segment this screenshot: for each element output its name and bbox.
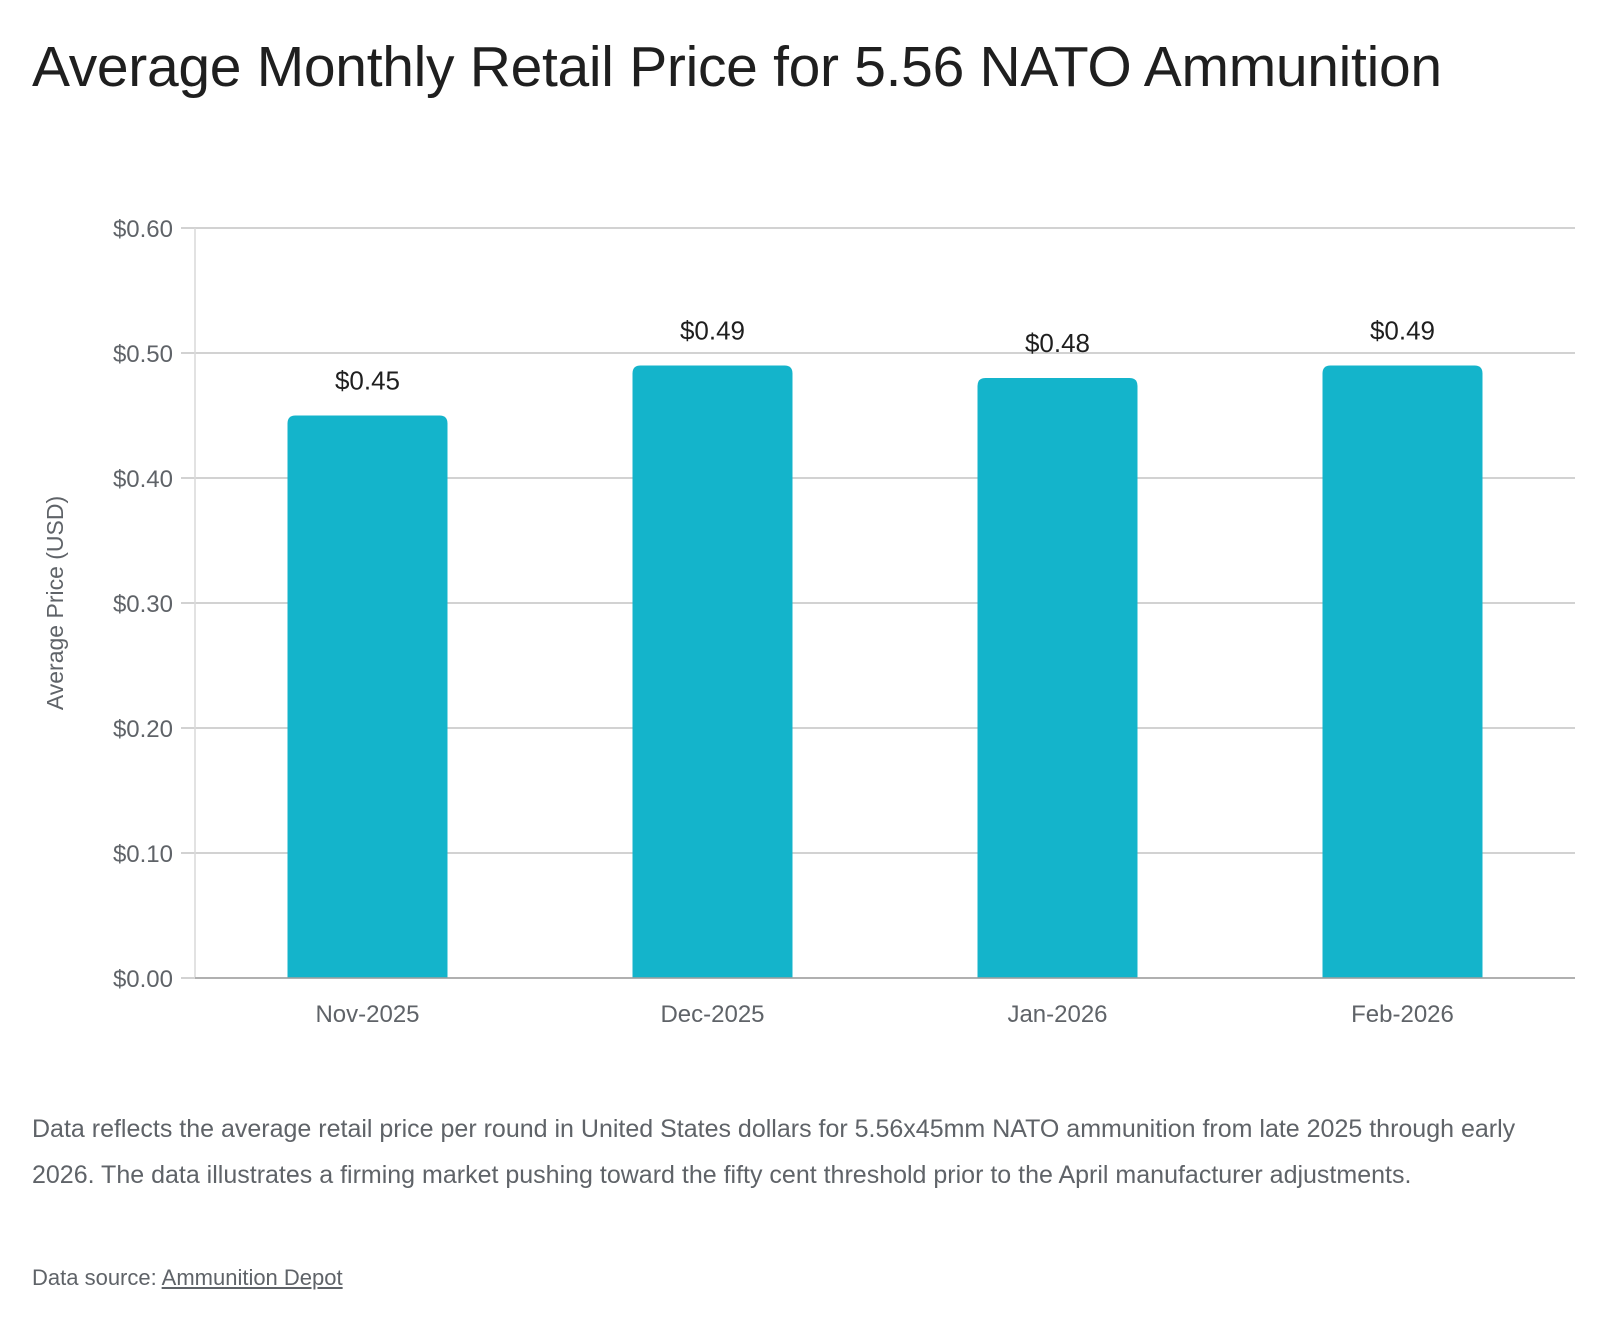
- data-source: Data source: Ammunition Depot: [32, 1265, 343, 1291]
- y-tick-label: $0.00: [113, 966, 173, 993]
- data-label: $0.49: [680, 316, 745, 346]
- data-label: $0.49: [1370, 316, 1435, 346]
- chart-title: Average Monthly Retail Price for 5.56 NA…: [32, 35, 1442, 99]
- data-label: $0.45: [335, 366, 400, 396]
- y-tick-label: $0.50: [113, 341, 173, 368]
- bar-chart: $0.00 $0.10 $0.20 $0.30 $0.40 $0.50 $0.60 $0.45…: [42, 216, 1575, 1028]
- y-axis-label: Average Price (USD): [42, 496, 68, 710]
- data-source-link[interactable]: Ammunition Depot: [161, 1265, 343, 1290]
- x-tick-label: Jan-2026: [1007, 1001, 1107, 1028]
- x-tick-label: Nov-2025: [315, 1001, 419, 1028]
- data-label: $0.48: [1025, 328, 1090, 358]
- chart-caption: Data reflects the average retail price p…: [32, 1115, 1516, 1189]
- bar: [287, 415, 448, 978]
- y-tick-label: $0.60: [113, 216, 173, 243]
- x-tick-label: Dec-2025: [660, 1001, 764, 1028]
- y-tick-label: $0.20: [113, 716, 173, 743]
- y-tick-label: $0.40: [113, 466, 173, 493]
- y-tick-label: $0.10: [113, 841, 173, 868]
- bar: [632, 365, 793, 978]
- y-tick-label: $0.30: [113, 591, 173, 618]
- bar: [1322, 365, 1483, 978]
- bar: [977, 378, 1138, 978]
- x-tick-label: Feb-2026: [1351, 1001, 1454, 1028]
- data-source-prefix: Data source:: [32, 1265, 162, 1290]
